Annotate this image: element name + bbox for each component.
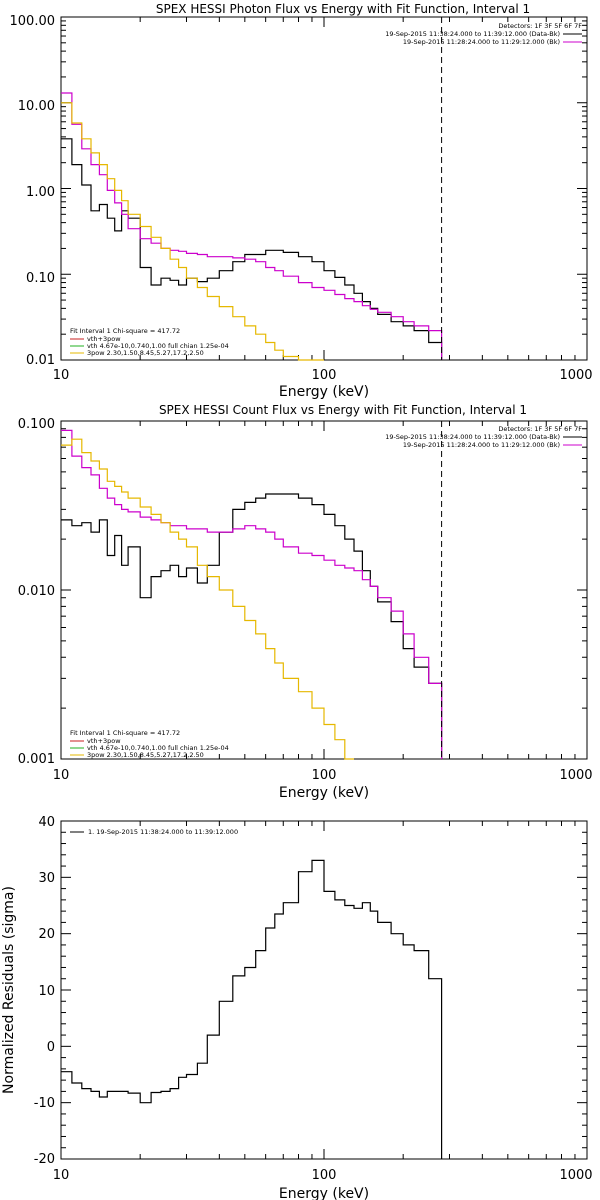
x-tick-label: 100 [312, 368, 337, 383]
y-tick-label: 0.01 [26, 353, 55, 368]
panel-residuals: -20 -10 0 10 20 30 40 10 100 1000 Energy… [1, 815, 593, 1200]
y-tick-labels: -20 -10 0 10 20 30 40 [34, 815, 55, 1167]
time-range-bk: 19-Sep-2015 11:28:24.000 to 11:29:12.000… [403, 441, 560, 449]
series-fit [61, 92, 443, 360]
x-tick-label: 10 [53, 1168, 70, 1183]
x-axis-title: Energy (keV) [279, 1186, 369, 1200]
legend-entry: vth+3pow [87, 737, 121, 745]
panel-count-flux: SPEX HESSI Count Flux vs Energy with Fit… [18, 403, 593, 801]
legend: 1. 19-Sep-2015 11:38:24.000 to 11:39:12.… [70, 828, 238, 836]
series-3pow [61, 438, 354, 760]
y-tick-label: 30 [38, 871, 55, 886]
legend-entry: 1. 19-Sep-2015 11:38:24.000 to 11:39:12.… [88, 828, 238, 836]
legend: Fit Interval 1 Chi-square = 417.72 vth+3… [70, 729, 229, 759]
time-range-bk: 19-Sep-2015 11:28:24.000 to 11:29:12.000… [403, 38, 560, 46]
plot-layer [60, 420, 588, 760]
x-tick-labels: 10 100 1000 [53, 368, 593, 383]
y-tick-label: 0.010 [18, 584, 55, 599]
info-block: Detectors: 1F 3F 5F 6F 7F 19-Sep-2015 11… [385, 425, 582, 449]
panel-photon-flux: SPEX HESSI Photon Flux vs Energy with Fi… [10, 2, 593, 400]
y-tick-label: 10.00 [18, 99, 55, 114]
x-tick-label: 1000 [559, 368, 592, 383]
chart-title: SPEX HESSI Photon Flux vs Energy with Fi… [156, 2, 530, 16]
legend-entry: vth 4.67e-10,0.740,1.00 full chian 1.25e… [87, 342, 229, 350]
legend-entry: 3pow 2.30,1.50,8.45,5.27,17.2,2.50 [87, 349, 204, 357]
series-residuals [61, 859, 443, 1159]
y-tick-label: 10 [38, 984, 55, 999]
y-tick-labels: 0.01 0.10 1.00 10.00 100.00 [10, 14, 56, 368]
legend-entry: vth 4.67e-10,0.740,1.00 full chian 1.25e… [87, 744, 229, 752]
chart-title: SPEX HESSI Count Flux vs Energy with Fit… [159, 403, 527, 417]
legend-header: Fit Interval 1 Chi-square = 417.72 [70, 729, 180, 737]
x-tick-label: 1000 [559, 1168, 592, 1183]
x-tick-label: 10 [53, 768, 70, 783]
legend-header: Fit Interval 1 Chi-square = 417.72 [70, 327, 180, 335]
legend-entry: vth+3pow [87, 335, 121, 343]
legend-entry: 3pow 2.30,1.50,8.45,5.27,17.2,2.50 [87, 751, 204, 759]
info-block: Detectors: 1F 3F 5F 6F 7F 19-Sep-2015 11… [385, 22, 582, 46]
y-tick-label: -10 [34, 1096, 55, 1111]
y-tick-label: 1.00 [26, 185, 55, 200]
x-axis-title: Energy (keV) [279, 785, 369, 801]
x-tick-label: 10 [53, 368, 70, 383]
x-tick-label: 1000 [559, 768, 592, 783]
x-tick-label: 100 [312, 768, 337, 783]
x-axis-title: Energy (keV) [279, 384, 369, 400]
y-tick-label: -20 [34, 1152, 55, 1167]
y-tick-label: 40 [38, 815, 55, 830]
y-tick-label: 0 [47, 1040, 55, 1055]
series-fit [61, 429, 443, 759]
x-tick-label: 100 [312, 1168, 337, 1183]
detectors-text: Detectors: 1F 3F 5F 6F 7F [498, 425, 582, 433]
time-range-data-bk: 19-Sep-2015 11:38:24.000 to 11:39:12.000… [385, 433, 560, 441]
x-tick-labels: 10 100 1000 [53, 768, 593, 783]
plot-layer [60, 820, 588, 1160]
time-range-data-bk: 19-Sep-2015 11:38:24.000 to 11:39:12.000… [385, 30, 560, 38]
y-tick-label: 100.00 [10, 14, 56, 29]
detectors-text: Detectors: 1F 3F 5F 6F 7F [498, 22, 582, 30]
series-3pow [61, 102, 324, 361]
y-tick-label: 0.100 [18, 417, 55, 432]
y-tick-label: 0.10 [26, 271, 55, 286]
y-tick-label: 20 [38, 927, 55, 942]
x-tick-labels: 10 100 1000 [53, 1168, 593, 1183]
legend: Fit Interval 1 Chi-square = 417.72 vth+3… [70, 327, 229, 357]
y-tick-label: 0.001 [18, 752, 55, 767]
y-tick-labels: 0.001 0.010 0.100 [18, 417, 55, 767]
y-axis-title: Normalized Residuals (sigma) [1, 886, 17, 1094]
plot-layer [60, 16, 588, 361]
